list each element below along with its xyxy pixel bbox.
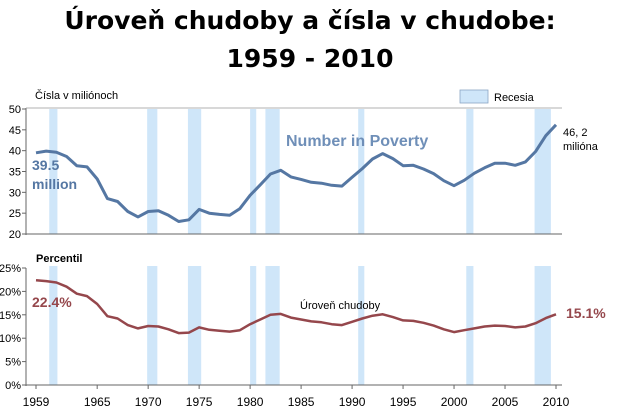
top-y-tick-label: 45	[9, 125, 21, 137]
bottom-y-ticks: 0% 5% 10% 15% 20% 25%	[0, 263, 26, 392]
x-tick-label: 2010	[543, 395, 570, 409]
chart-title: Úroveň chudoby a čísla v chudobe:	[64, 6, 556, 35]
annotation-end-unit: milióna	[563, 141, 599, 153]
recession-bands-top	[49, 109, 551, 234]
recession-band-top-4	[250, 109, 257, 234]
bottom-y-tick-label: 25%	[0, 263, 21, 275]
series-line-poverty-rate	[35, 278, 557, 335]
x-tick-label: 1995	[390, 395, 417, 409]
recession-band-top-5	[265, 109, 280, 234]
top-y-tick-label: 20	[9, 229, 21, 241]
x-tick-label: 1985	[288, 395, 315, 409]
recession-band-bottom-3	[187, 266, 202, 385]
recession-band-top-8	[534, 109, 551, 234]
annotation-start-rate: 22.4%	[32, 294, 72, 310]
recession-band-top-3	[187, 109, 202, 234]
annotation-end-number: 46, 2	[563, 127, 587, 139]
recession-band-bottom-6	[358, 266, 365, 385]
recession-band-bottom-7	[466, 266, 474, 385]
top-y-tick-label: 25	[9, 208, 21, 220]
x-tick-label: 1965	[84, 395, 111, 409]
x-tick-label: 1970	[135, 395, 162, 409]
recession-band-bottom-4	[250, 266, 257, 385]
bottom-y-tick-label: 0%	[5, 380, 21, 392]
top-y-ticks: 20 25 30 35 40 45 50	[9, 104, 26, 241]
x-tick-label: 1990	[339, 395, 366, 409]
chart-title-years: 1959 - 2010	[226, 44, 394, 73]
recession-bands-bottom	[49, 266, 551, 385]
legend-label-recession: Recesia	[494, 92, 535, 104]
x-tick-label: 1975	[186, 395, 213, 409]
bottom-y-tick-label: 20%	[0, 286, 21, 298]
bottom-y-tick-label: 15%	[0, 310, 21, 322]
series-label-number-in-poverty: Number in Poverty	[286, 133, 428, 150]
annotation-start-unit: million	[32, 176, 77, 192]
x-tick-label: 2000	[441, 395, 468, 409]
top-y-tick-label: 50	[9, 104, 21, 116]
top-y-tick-label: 30	[9, 187, 21, 199]
x-tick-label: 2005	[492, 395, 519, 409]
annotation-start-number: 39.5	[32, 157, 59, 173]
top-y-tick-label: 35	[9, 167, 21, 179]
series-label-poverty-rate: Úroveň chudoby	[300, 299, 381, 312]
x-tick-label: 1959	[23, 395, 50, 409]
x-tick-label: 1980	[237, 395, 264, 409]
recession-band-top-1	[49, 109, 58, 234]
bottom-y-tick-label: 5%	[5, 357, 21, 369]
recession-band-top-6	[358, 109, 365, 234]
recession-band-top-7	[466, 109, 474, 234]
recession-band-bottom-5	[265, 266, 280, 385]
annotation-end-rate: 15.1%	[566, 305, 606, 321]
top-y-tick-label: 40	[9, 146, 21, 158]
bottom-y-tick-label: 10%	[0, 333, 21, 345]
recession-band-bottom-8	[534, 266, 551, 385]
legend-swatch-recession	[459, 89, 489, 104]
bottom-y-axis-label: Percentil	[36, 253, 82, 265]
series-line-number-in-poverty	[35, 123, 558, 223]
top-y-axis-label: Čísla v miliónoch	[35, 89, 118, 102]
recession-band-bottom-1	[49, 266, 58, 385]
x-ticks: 1959 1965 1970 1975 1980 1985 1990 1995 2000 2005…	[23, 385, 570, 409]
recession-band-top-2	[147, 109, 158, 234]
